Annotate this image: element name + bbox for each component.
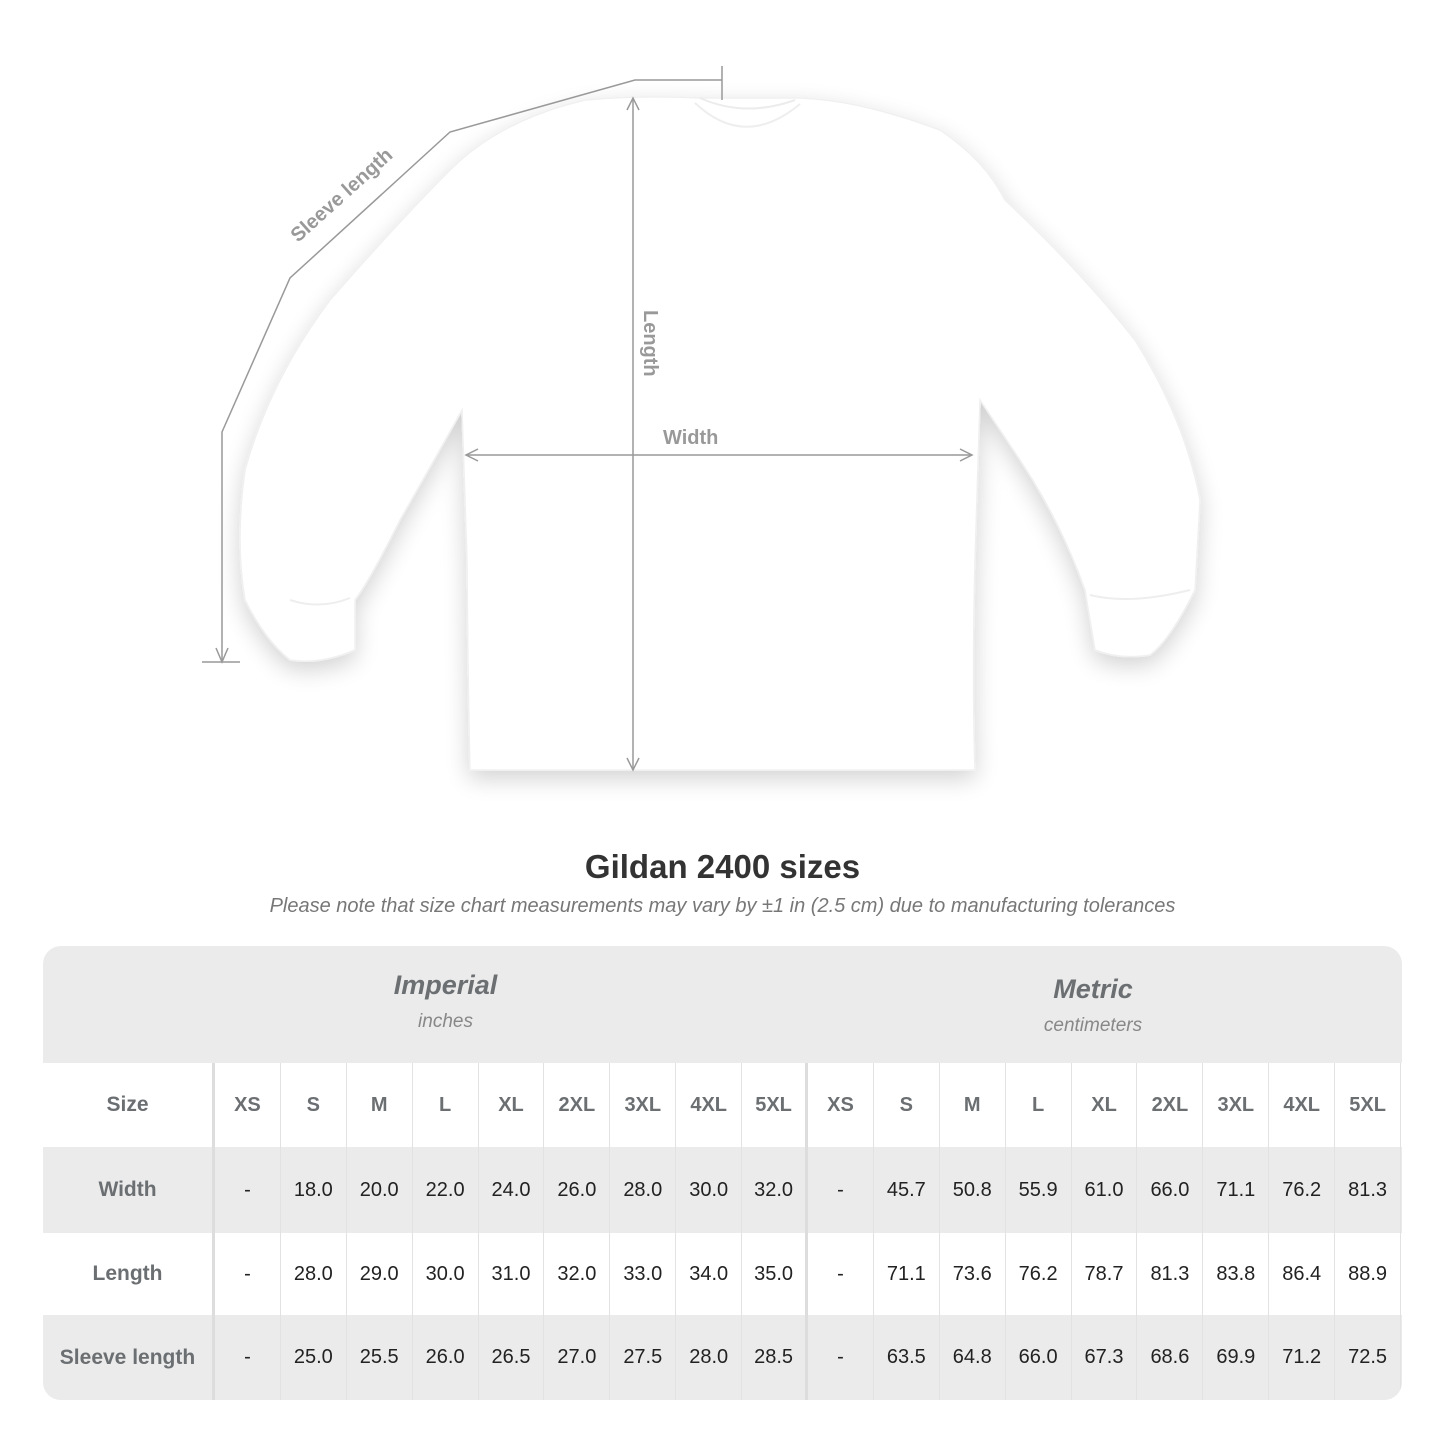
- metric-size-header: 2XL: [1137, 1063, 1204, 1147]
- row-label: Width: [43, 1147, 215, 1233]
- imperial-size-header: 4XL: [676, 1063, 743, 1147]
- metric-value-cell: 71.1: [1203, 1147, 1270, 1233]
- metric-size-header: M: [940, 1063, 1006, 1147]
- metric-size-header: XL: [1072, 1063, 1138, 1147]
- metric-value-cell: -: [808, 1315, 874, 1400]
- imperial-size-header: S: [281, 1063, 347, 1147]
- row-label: Size: [43, 1063, 215, 1147]
- table-row-length: Length -28.0 29.0 30.0 31.0 32.0 33.0 34.0 35.0-…: [43, 1233, 1402, 1315]
- imperial-value-cell: 26.5: [479, 1315, 545, 1400]
- metric-value-cell: 63.5: [874, 1315, 940, 1400]
- row-label: Length: [43, 1233, 215, 1315]
- imperial-label: Imperial: [393, 970, 498, 1000]
- imperial-value-cell: 24.0: [479, 1147, 545, 1233]
- imperial-value-cell: -: [215, 1315, 281, 1400]
- metric-value-cell: 72.5: [1335, 1315, 1402, 1400]
- length-label: Length: [639, 310, 661, 377]
- imperial-size-header: 3XL: [610, 1063, 677, 1147]
- imperial-value-cell: -: [215, 1233, 281, 1315]
- size-table: Imperial inches Metric centimeters Size X…: [43, 946, 1402, 1400]
- imperial-size-header: M: [347, 1063, 413, 1147]
- metric-value-cell: 69.9: [1203, 1315, 1270, 1400]
- shirt-diagram: Sleeve length Length Width: [202, 66, 1201, 772]
- imperial-size-header: 2XL: [544, 1063, 611, 1147]
- imperial-value-cell: 28.0: [676, 1315, 743, 1400]
- imperial-value-cell: 25.5: [347, 1315, 413, 1400]
- imperial-header: Imperial inches: [215, 970, 676, 1087]
- sleeve-length-measure-line: [202, 66, 723, 664]
- imperial-value-cell: 26.0: [544, 1147, 611, 1233]
- width-measure-line: [464, 448, 974, 462]
- imperial-value-cell: -: [215, 1147, 281, 1233]
- imperial-size-header: L: [413, 1063, 479, 1147]
- imperial-unit: inches: [418, 1011, 473, 1032]
- size-header-row: Size XS S M L XL 2XL 3XL 4XL 5XL XS S M L XL 2XL 3XL 4XL 5…: [43, 1063, 1402, 1147]
- metric-value-cell: 86.4: [1269, 1233, 1336, 1315]
- metric-value-cell: -: [808, 1233, 874, 1315]
- imperial-value-cell: 25.0: [281, 1315, 347, 1400]
- metric-value-cell: 68.6: [1137, 1315, 1204, 1400]
- metric-size-header: 5XL: [1335, 1063, 1402, 1147]
- metric-value-cell: 66.0: [1006, 1315, 1072, 1400]
- metric-value-cell: 83.8: [1203, 1233, 1270, 1315]
- imperial-value-cell: 27.0: [544, 1315, 611, 1400]
- imperial-value-cell: 20.0: [347, 1147, 413, 1233]
- imperial-value-cell: 18.0: [281, 1147, 347, 1233]
- length-measure-line: [626, 96, 640, 772]
- row-label: Sleeve length: [43, 1315, 215, 1400]
- metric-size-header: 3XL: [1203, 1063, 1270, 1147]
- metric-value-cell: 81.3: [1137, 1233, 1204, 1315]
- metric-value-cell: 67.3: [1072, 1315, 1138, 1400]
- metric-value-cell: 50.8: [940, 1147, 1006, 1233]
- metric-unit: centimeters: [1043, 1015, 1143, 1036]
- imperial-value-cell: 22.0: [413, 1147, 479, 1233]
- metric-value-cell: -: [808, 1147, 874, 1233]
- imperial-value-cell: 31.0: [479, 1233, 545, 1315]
- metric-value-cell: 73.6: [940, 1233, 1006, 1315]
- table-row-sleeve-length: Sleeve length -25.0 25.5 26.0 26.5 27.0 27.5 28…: [43, 1315, 1402, 1400]
- imperial-value-cell: 32.0: [742, 1147, 809, 1233]
- imperial-size-header: XS: [215, 1063, 281, 1147]
- imperial-value-cell: 29.0: [347, 1233, 413, 1315]
- metric-value-cell: 76.2: [1269, 1147, 1336, 1233]
- metric-value-cell: 81.3: [1335, 1147, 1402, 1233]
- metric-value-cell: 78.7: [1072, 1233, 1138, 1315]
- metric-value-cell: 71.2: [1269, 1315, 1336, 1400]
- imperial-value-cell: 26.0: [413, 1315, 479, 1400]
- metric-value-cell: 76.2: [1006, 1233, 1072, 1315]
- tolerance-note: Please note that size chart measurements…: [269, 895, 1176, 917]
- long-sleeve-shirt: [239, 96, 1201, 771]
- metric-value-cell: 45.7: [874, 1147, 940, 1233]
- imperial-value-cell: 28.5: [742, 1315, 809, 1400]
- imperial-value-cell: 32.0: [544, 1233, 611, 1315]
- imperial-value-cell: 28.0: [610, 1147, 677, 1233]
- size-chart-title: Gildan 2400 sizes: [584, 848, 861, 885]
- imperial-value-cell: 35.0: [742, 1233, 809, 1315]
- imperial-size-header: 5XL: [742, 1063, 809, 1147]
- metric-value-cell: 55.9: [1006, 1147, 1072, 1233]
- metric-value-cell: 64.8: [940, 1315, 1006, 1400]
- table-row-width: Width -18.0 20.0 22.0 24.0 26.0 28.0 30.0 32.0-4…: [43, 1147, 1402, 1233]
- imperial-value-cell: 30.0: [676, 1147, 743, 1233]
- imperial-value-cell: 34.0: [676, 1233, 743, 1315]
- imperial-size-header: XL: [479, 1063, 545, 1147]
- metric-size-header: XS: [808, 1063, 874, 1147]
- imperial-value-cell: 28.0: [281, 1233, 347, 1315]
- metric-value-cell: 61.0: [1072, 1147, 1138, 1233]
- imperial-value-cell: 27.5: [610, 1315, 677, 1400]
- imperial-value-cell: 33.0: [610, 1233, 677, 1315]
- metric-value-cell: 66.0: [1137, 1147, 1204, 1233]
- metric-size-header: L: [1006, 1063, 1072, 1147]
- metric-size-header: S: [874, 1063, 940, 1147]
- metric-value-cell: 88.9: [1335, 1233, 1402, 1315]
- width-label: Width: [663, 427, 718, 449]
- imperial-value-cell: 30.0: [413, 1233, 479, 1315]
- metric-header: Metric centimeters: [809, 974, 1377, 1091]
- metric-size-header: 4XL: [1269, 1063, 1336, 1147]
- metric-value-cell: 71.1: [874, 1233, 940, 1315]
- metric-label: Metric: [1053, 974, 1133, 1004]
